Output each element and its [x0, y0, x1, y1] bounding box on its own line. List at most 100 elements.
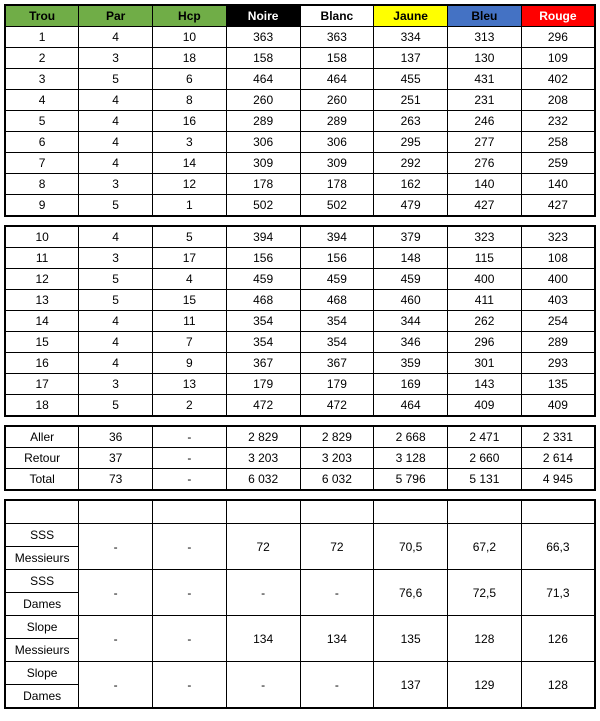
cell: 15: [5, 332, 79, 353]
rating-row: Slope--134134135128126: [5, 616, 595, 639]
totals-table: Aller36-2 8292 8292 6682 4712 331Retour3…: [4, 425, 596, 491]
hole-row: 356464464455431402: [5, 69, 595, 90]
cell: 4: [79, 90, 153, 111]
rating-value: 128: [448, 616, 522, 662]
cell: 5 131: [448, 469, 522, 491]
cell: 8: [153, 90, 227, 111]
cell: 3 203: [300, 448, 374, 469]
rating-value: 72: [300, 524, 374, 570]
header-jaune: Jaune: [374, 5, 448, 27]
cell: 309: [300, 153, 374, 174]
cell: 277: [448, 132, 522, 153]
cell: 16: [5, 353, 79, 374]
cell: 16: [153, 111, 227, 132]
rating-hcp: -: [153, 570, 227, 616]
cell: 289: [226, 111, 300, 132]
cell: 258: [521, 132, 595, 153]
cell: 15: [153, 290, 227, 311]
cell: 379: [374, 226, 448, 248]
cell: 232: [521, 111, 595, 132]
cell: 246: [448, 111, 522, 132]
cell: 169: [374, 374, 448, 395]
total-row: Aller36-2 8292 8292 6682 4712 331: [5, 426, 595, 448]
cell: 4: [79, 332, 153, 353]
rating-hcp: -: [153, 662, 227, 709]
cell: 301: [448, 353, 522, 374]
rating-sublabel: Messieurs: [5, 639, 79, 662]
cell: 7: [153, 332, 227, 353]
cell: 409: [448, 395, 522, 417]
cell: 400: [521, 269, 595, 290]
cell: 394: [300, 226, 374, 248]
hole-row: 1045394394379323323: [5, 226, 595, 248]
rating-value: 137: [374, 662, 448, 709]
cell: 9: [153, 353, 227, 374]
cell: 313: [448, 27, 522, 48]
back-nine-table: 1045394394379323323113171561561481151081…: [4, 225, 596, 417]
cell: 354: [226, 311, 300, 332]
rating-row: SSS----76,672,571,3: [5, 570, 595, 593]
cell: 2 829: [300, 426, 374, 448]
cell: 5: [5, 111, 79, 132]
cell: 334: [374, 27, 448, 48]
rating-value: 71,3: [521, 570, 595, 616]
cell: 179: [226, 374, 300, 395]
rating-value: 67,2: [448, 524, 522, 570]
cell: 354: [300, 332, 374, 353]
cell: 2: [5, 48, 79, 69]
cell: 464: [226, 69, 300, 90]
cell: 3: [153, 132, 227, 153]
cell: 344: [374, 311, 448, 332]
cell: 2 331: [521, 426, 595, 448]
rating-label: SSS: [5, 524, 79, 547]
cell: 140: [521, 174, 595, 195]
cell: 231: [448, 90, 522, 111]
cell: 17: [153, 248, 227, 269]
scorecard: TrouParHcpNoireBlancJauneBleuRouge 14103…: [4, 4, 596, 709]
cell: 140: [448, 174, 522, 195]
cell: 431: [448, 69, 522, 90]
cell: Total: [5, 469, 79, 491]
cell: 1: [153, 195, 227, 217]
total-row: Retour37-3 2033 2033 1282 6602 614: [5, 448, 595, 469]
rating-hcp: -: [153, 524, 227, 570]
cell: 354: [226, 332, 300, 353]
cell: 5: [79, 269, 153, 290]
header-row: TrouParHcpNoireBlancJauneBleuRouge: [5, 5, 595, 27]
cell: 6 032: [226, 469, 300, 491]
cell: -: [153, 448, 227, 469]
hole-row: 7414309309292276259: [5, 153, 595, 174]
cell: 130: [448, 48, 522, 69]
cell: 295: [374, 132, 448, 153]
cell: 3 203: [226, 448, 300, 469]
rating-value: 135: [374, 616, 448, 662]
cell: 4: [79, 27, 153, 48]
cell: 143: [448, 374, 522, 395]
cell: 306: [300, 132, 374, 153]
ratings-section: SSS--727270,567,266,3MessieursSSS----76,…: [4, 499, 596, 709]
cell: 289: [521, 332, 595, 353]
cell: 148: [374, 248, 448, 269]
cell: 459: [300, 269, 374, 290]
cell: 367: [300, 353, 374, 374]
cell: 363: [300, 27, 374, 48]
ratings-table: SSS--727270,567,266,3MessieursSSS----76,…: [4, 499, 596, 709]
cell: 409: [521, 395, 595, 417]
cell: 18: [5, 395, 79, 417]
cell: 208: [521, 90, 595, 111]
cell: 460: [374, 290, 448, 311]
totals-section: Aller36-2 8292 8292 6682 4712 331Retour3…: [4, 425, 596, 491]
rating-value: 134: [226, 616, 300, 662]
cell: 4: [5, 90, 79, 111]
hole-row: 13515468468460411403: [5, 290, 595, 311]
cell: 2 668: [374, 426, 448, 448]
front-nine-section: TrouParHcpNoireBlancJauneBleuRouge 14103…: [4, 4, 596, 217]
cell: 262: [448, 311, 522, 332]
cell: 468: [226, 290, 300, 311]
rating-value: -: [300, 570, 374, 616]
cell: 260: [226, 90, 300, 111]
cell: 2 614: [521, 448, 595, 469]
cell: 109: [521, 48, 595, 69]
cell: 18: [153, 48, 227, 69]
cell: 3: [5, 69, 79, 90]
